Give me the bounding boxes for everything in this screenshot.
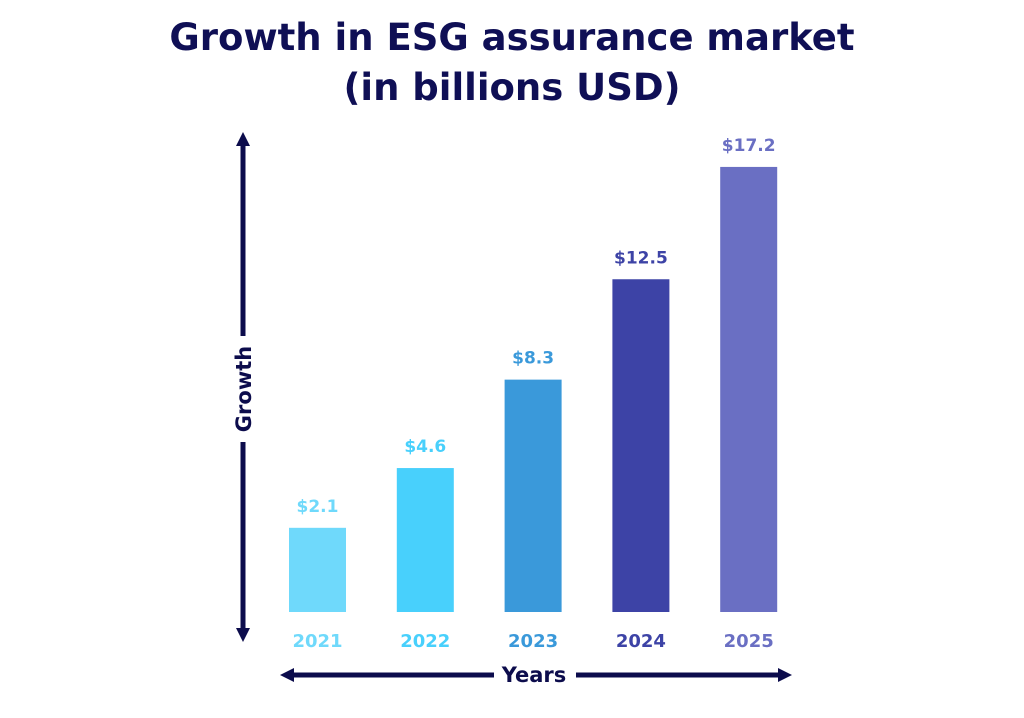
- data-label-2022: $4.6: [404, 437, 446, 457]
- data-label-2025: $17.2: [722, 136, 776, 156]
- x-tick-label-2023: 2023: [508, 631, 558, 652]
- chart-title-line-2: (in billions USD): [343, 66, 680, 109]
- bar-2022: [396, 468, 454, 612]
- chart-title-line-1: Growth in ESG assurance market: [169, 16, 854, 59]
- x-axis-label: Years: [501, 663, 567, 687]
- data-label-2023: $8.3: [512, 349, 554, 369]
- bars-group: $2.1 2021 $4.6 2022 $8.3 2023 $12.5 2024 $17.2 20…: [289, 136, 778, 652]
- bar-2021: [289, 527, 346, 612]
- bar-2023: [504, 379, 562, 612]
- x-tick-label-2025: 2025: [724, 631, 774, 652]
- data-label-2024: $12.5: [614, 248, 668, 268]
- x-axis-arrow: [280, 668, 792, 682]
- x-tick-label-2022: 2022: [400, 631, 450, 652]
- bar-2025: [720, 166, 778, 613]
- data-label-2021: $2.1: [297, 497, 339, 517]
- y-axis-arrow: [236, 132, 250, 642]
- x-tick-label-2024: 2024: [616, 631, 666, 652]
- y-axis-label: Growth: [232, 346, 256, 432]
- bar-2024: [612, 279, 670, 612]
- x-tick-label-2021: 2021: [292, 631, 342, 652]
